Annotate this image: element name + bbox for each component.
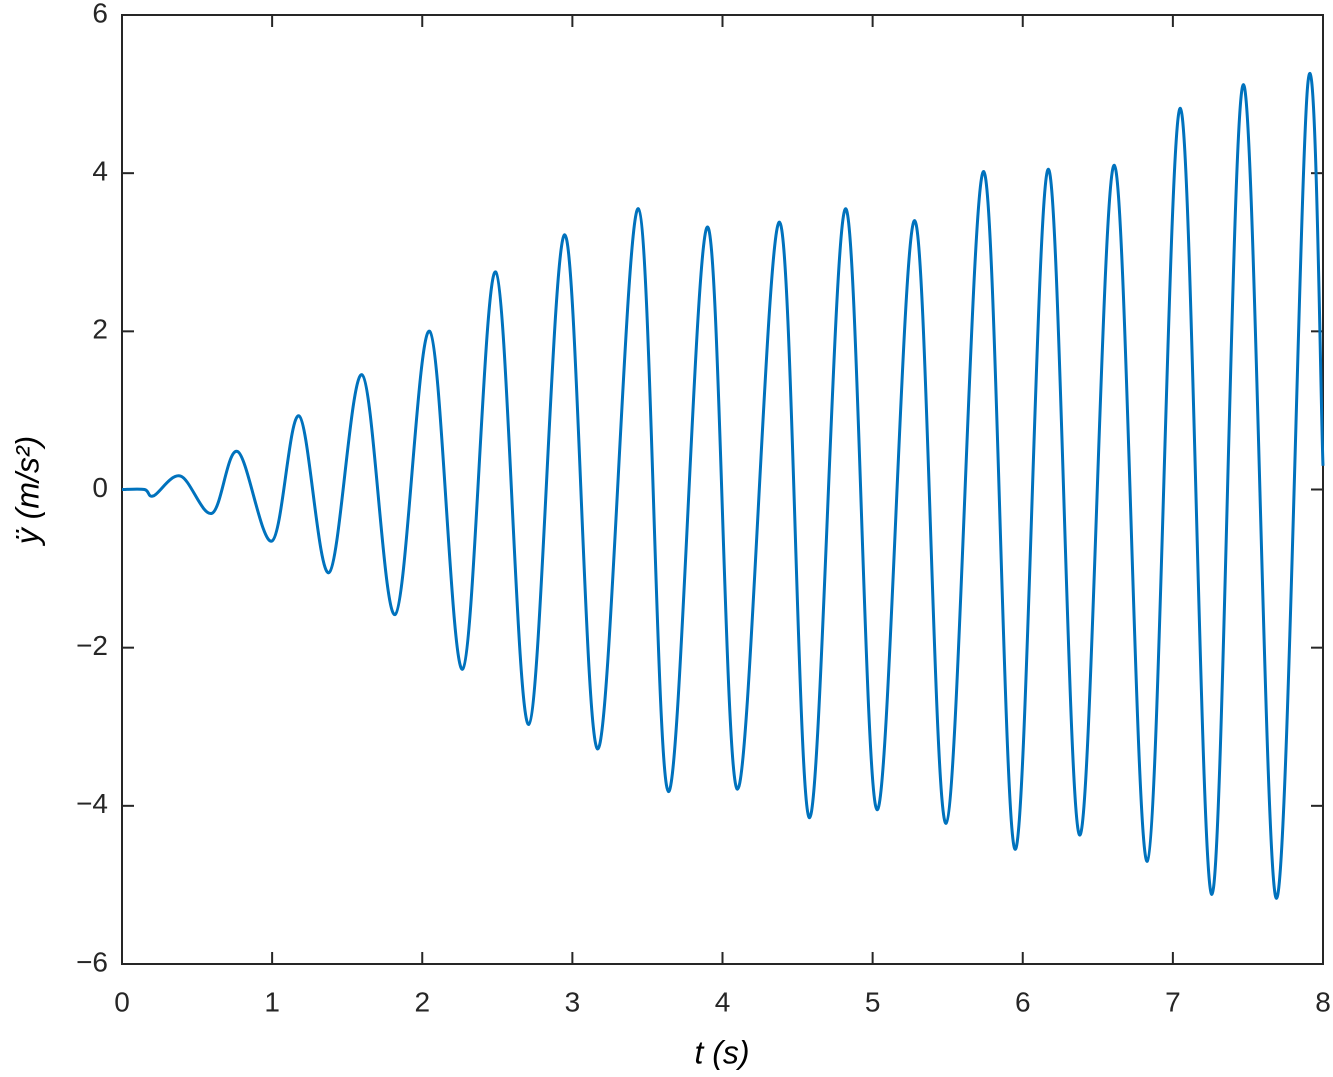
y-tick-label: 6 (92, 0, 108, 28)
x-tick-label: 7 (1165, 986, 1181, 1017)
x-tick-label: 8 (1315, 986, 1331, 1017)
x-tick-label: 6 (1015, 986, 1031, 1017)
line-series (121, 71, 1325, 900)
y-tick-label: −6 (76, 946, 108, 977)
y-tick-label: 4 (92, 156, 108, 187)
y-tick-label: 0 (92, 472, 108, 503)
y-tick-label: −2 (76, 630, 108, 661)
x-tick-label: 0 (114, 986, 130, 1017)
x-tick-label: 1 (264, 986, 280, 1017)
x-tick-label: 2 (414, 986, 430, 1017)
y-axis-label: ÿ (m/s²) (9, 436, 45, 546)
x-tick-label: 3 (565, 986, 581, 1017)
y-tick-label: −4 (76, 788, 108, 819)
y-tick-label: 2 (92, 314, 108, 345)
x-tick-label: 5 (865, 986, 881, 1017)
x-tick-label: 4 (715, 986, 731, 1017)
x-axis-label: t (s) (694, 1034, 749, 1070)
